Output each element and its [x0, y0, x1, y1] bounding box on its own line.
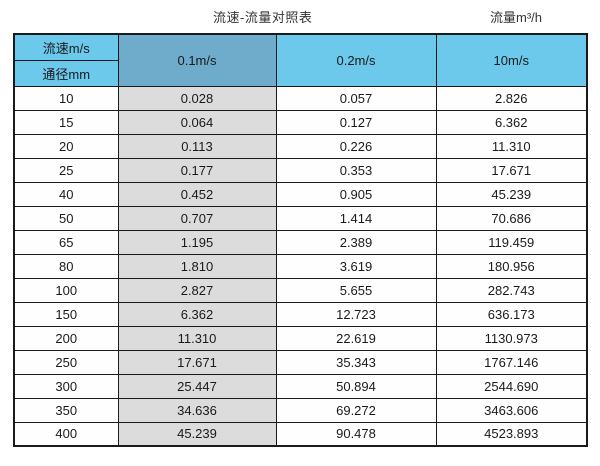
cell-flow-value: 6.362 — [435, 109, 588, 135]
cell-flow-value: 17.671 — [117, 349, 277, 375]
cell-diameter: 100 — [13, 277, 119, 303]
table-body: 10 0.028 0.057 2.826 15 0.064 0.127 6.362 20 0.11… — [13, 85, 588, 447]
cell-flow-value: 0.127 — [275, 109, 437, 135]
table-row: 350 34.636 69.272 3463.606 — [13, 397, 588, 423]
table-row: 200 11.310 22.619 1130.973 — [13, 325, 588, 351]
cell-flow-value: 2544.690 — [435, 373, 588, 399]
table-row: 25 0.177 0.353 17.671 — [13, 157, 588, 183]
table-row: 20 0.113 0.226 11.310 — [13, 133, 588, 159]
cell-flow-value: 0.028 — [117, 85, 277, 111]
cell-flow-value: 34.636 — [117, 397, 277, 423]
table-row: 250 17.671 35.343 1767.146 — [13, 349, 588, 375]
cell-flow-value: 25.447 — [117, 373, 277, 399]
cell-diameter: 25 — [13, 157, 119, 183]
cell-flow-value: 12.723 — [275, 301, 437, 327]
cell-flow-value: 69.272 — [275, 397, 437, 423]
cell-flow-value: 4523.893 — [435, 421, 588, 447]
cell-diameter: 50 — [13, 205, 119, 231]
cell-flow-value: 0.064 — [117, 109, 277, 135]
table-row: 50 0.707 1.414 70.686 — [13, 205, 588, 231]
cell-diameter: 150 — [13, 301, 119, 327]
cell-flow-value: 1767.146 — [435, 349, 588, 375]
cell-flow-value: 0.113 — [117, 133, 277, 159]
cell-flow-value: 1130.973 — [435, 325, 588, 351]
header-row-top: 流速m/s 0.1m/s 0.2m/s 10m/s — [13, 33, 588, 87]
cell-flow-value: 0.057 — [275, 85, 437, 111]
cell-flow-value: 2.389 — [275, 229, 437, 255]
cell-diameter: 400 — [13, 421, 119, 447]
cell-flow-value: 90.478 — [275, 421, 437, 447]
cell-flow-value: 1.195 — [117, 229, 277, 255]
cell-diameter: 65 — [13, 229, 119, 255]
cell-flow-value: 1.810 — [117, 253, 277, 279]
cell-diameter: 250 — [13, 349, 119, 375]
flow-rate-table: 流速m/s 0.1m/s 0.2m/s 10m/s 通径mm 10 0.028 0.… — [13, 33, 588, 447]
column-header-10ms: 10m/s — [435, 33, 588, 87]
cell-flow-value: 45.239 — [117, 421, 277, 447]
cell-flow-value: 0.226 — [275, 133, 437, 159]
cell-flow-value: 3.619 — [275, 253, 437, 279]
column-header-0.1ms: 0.1m/s — [117, 33, 277, 87]
cell-flow-value: 70.686 — [435, 205, 588, 231]
cell-diameter: 80 — [13, 253, 119, 279]
cell-flow-value: 6.362 — [117, 301, 277, 327]
table-row: 400 45.239 90.478 4523.893 — [13, 421, 588, 447]
cell-flow-value: 0.707 — [117, 205, 277, 231]
cell-flow-value: 22.619 — [275, 325, 437, 351]
table-row: 65 1.195 2.389 119.459 — [13, 229, 588, 255]
cell-flow-value: 17.671 — [435, 157, 588, 183]
cell-flow-value: 0.353 — [275, 157, 437, 183]
column-header-0.2ms: 0.2m/s — [275, 33, 437, 87]
table-row: 300 25.447 50.894 2544.690 — [13, 373, 588, 399]
cell-flow-value: 119.459 — [435, 229, 588, 255]
cell-flow-value: 2.827 — [117, 277, 277, 303]
cell-flow-value: 11.310 — [117, 325, 277, 351]
cell-flow-value: 3463.606 — [435, 397, 588, 423]
table-row: 40 0.452 0.905 45.239 — [13, 181, 588, 207]
cell-flow-value: 2.826 — [435, 85, 588, 111]
cell-flow-value: 35.343 — [275, 349, 437, 375]
cell-flow-value: 0.177 — [117, 157, 277, 183]
cell-diameter: 350 — [13, 397, 119, 423]
table-row: 10 0.028 0.057 2.826 — [13, 85, 588, 111]
cell-diameter: 10 — [13, 85, 119, 111]
table-header: 流速m/s 0.1m/s 0.2m/s 10m/s 通径mm — [13, 33, 588, 87]
table-row: 15 0.064 0.127 6.362 — [13, 109, 588, 135]
cell-flow-value: 50.894 — [275, 373, 437, 399]
table-row: 100 2.827 5.655 282.743 — [13, 277, 588, 303]
cell-flow-value: 180.956 — [435, 253, 588, 279]
cell-flow-value: 11.310 — [435, 133, 588, 159]
cell-diameter: 40 — [13, 181, 119, 207]
page-title: 流速-流量对照表 — [213, 10, 313, 25]
header-row-bottom: 通径mm — [13, 59, 587, 87]
cell-flow-value: 0.452 — [117, 181, 277, 207]
cell-diameter: 300 — [13, 373, 119, 399]
cell-flow-value: 1.414 — [275, 205, 437, 231]
cell-flow-value: 0.905 — [275, 181, 437, 207]
cell-diameter: 20 — [13, 133, 119, 159]
cell-flow-value: 636.173 — [435, 301, 588, 327]
unit-label: 流量m³/h — [490, 10, 543, 25]
table-row: 80 1.810 3.619 180.956 — [13, 253, 588, 279]
cell-diameter: 15 — [13, 109, 119, 135]
title-bar: 流速-流量对照表 流量m³/h — [0, 0, 600, 33]
cell-diameter: 200 — [13, 325, 119, 351]
corner-cell-velocity: 流速m/s — [13, 33, 119, 61]
cell-flow-value: 282.743 — [435, 277, 588, 303]
table-row: 150 6.362 12.723 636.173 — [13, 301, 588, 327]
corner-cell-diameter: 通径mm — [13, 59, 119, 87]
cell-flow-value: 5.655 — [275, 277, 437, 303]
cell-flow-value: 45.239 — [435, 181, 588, 207]
